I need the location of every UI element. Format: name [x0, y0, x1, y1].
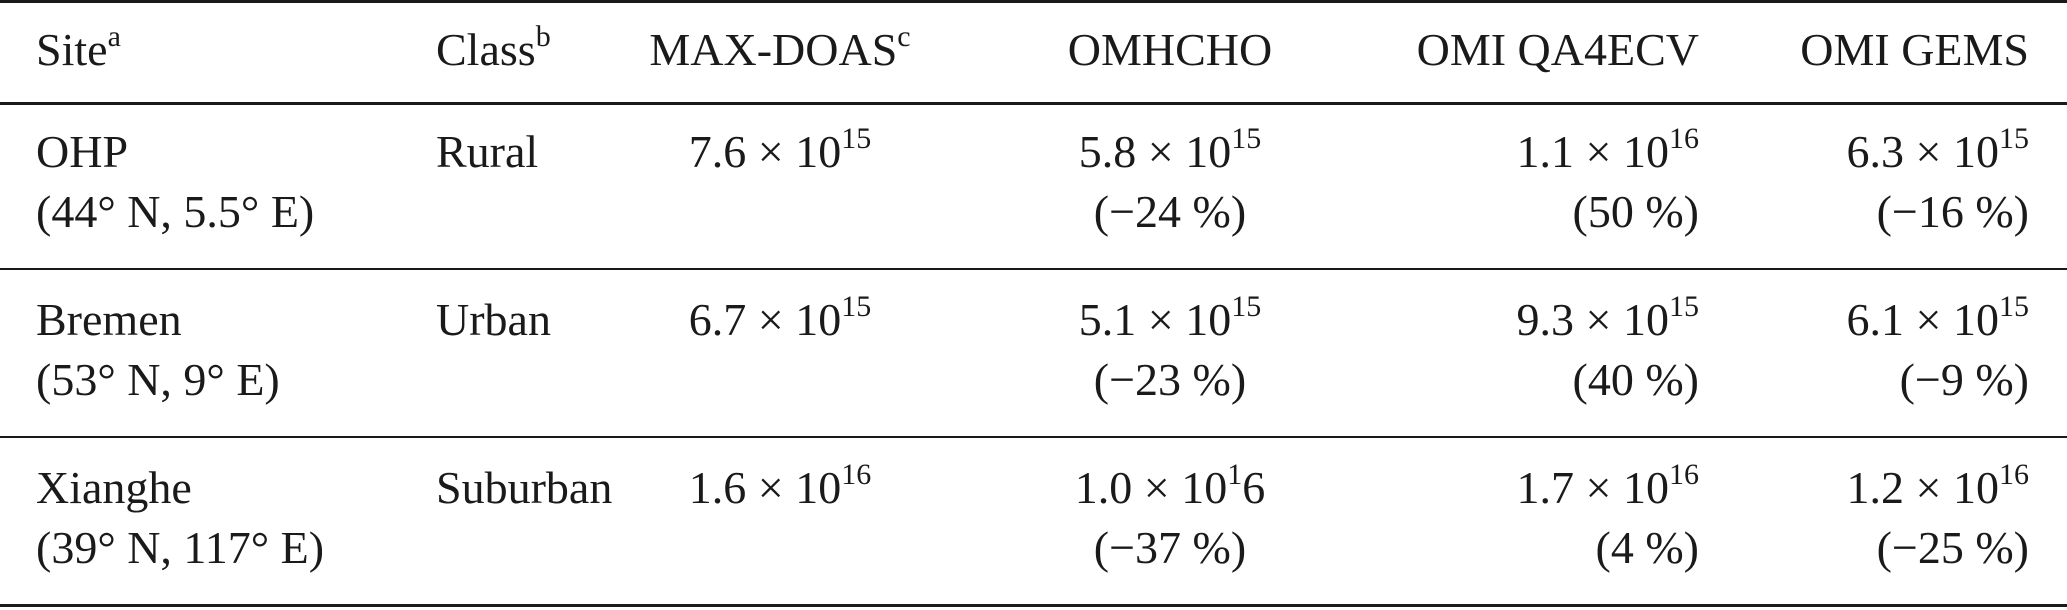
omhcho-value: 1.0 × 1016 (−37 %) — [1040, 458, 1300, 578]
value-exponent: 15 — [1231, 289, 1262, 323]
gems-value: 6.1 × 1015 (−9 %) — [1847, 290, 2029, 410]
site-name: Bremen — [36, 294, 182, 345]
header-class: Classb — [436, 20, 551, 80]
value-percent: (50 %) — [1572, 186, 1699, 237]
top-rule — [0, 0, 2067, 3]
value-exponent: 15 — [1669, 289, 1699, 323]
omhcho-value: 5.8 × 1015 (−24 %) — [1040, 122, 1300, 242]
gems-value: 1.2 × 1016 (−25 %) — [1847, 458, 2029, 578]
value-exponent: 16 — [1999, 457, 2029, 491]
header-class-label: Class — [436, 24, 536, 75]
site-cell: Bremen (53° N, 9° E) — [36, 290, 280, 410]
value-mantissa: 1.0 × 10 — [1074, 462, 1228, 513]
value-mantissa: 6.7 × 10 — [688, 294, 842, 345]
value-percent: (−24 %) — [1093, 186, 1247, 237]
value-mantissa: 7.6 × 10 — [688, 126, 842, 177]
value-tail: 6 — [1242, 462, 1266, 513]
value-exponent: 1 — [1227, 457, 1243, 491]
maxdoas-value: 6.7 × 1015 — [560, 290, 1000, 350]
value-mantissa: 1.1 × 10 — [1516, 126, 1669, 177]
value-mantissa: 6.3 × 10 — [1846, 126, 1999, 177]
maxdoas-value: 1.6 × 1016 — [560, 458, 1000, 518]
site-cell: OHP (44° N, 5.5° E) — [36, 122, 314, 242]
omhcho-value: 5.1 × 1015 (−23 %) — [1040, 290, 1300, 410]
value-mantissa: 1.7 × 10 — [1516, 462, 1669, 513]
value-exponent: 15 — [841, 121, 872, 155]
site-cell: Xianghe (39° N, 117° E) — [36, 458, 324, 578]
qa4ecv-value: 1.1 × 1016 (50 %) — [1517, 122, 1699, 242]
class-cell: Urban — [436, 294, 551, 345]
value-mantissa: 5.8 × 10 — [1078, 126, 1232, 177]
value-exponent: 15 — [1999, 289, 2029, 323]
site-name: OHP — [36, 126, 129, 177]
header-qa4ecv: OMI QA4ECV — [1416, 24, 1699, 75]
value-percent: (40 %) — [1572, 354, 1699, 405]
site-coords: (53° N, 9° E) — [36, 354, 280, 405]
value-mantissa: 1.2 × 10 — [1846, 462, 1999, 513]
row-divider — [0, 436, 2067, 438]
footnote-marker: c — [897, 19, 911, 53]
row-divider — [0, 268, 2067, 270]
value-percent: (−37 %) — [1093, 522, 1247, 573]
class-cell: Rural — [436, 126, 539, 177]
site-name: Xianghe — [36, 462, 192, 513]
value-mantissa: 6.1 × 10 — [1846, 294, 1999, 345]
value-exponent: 15 — [1999, 121, 2029, 155]
value-exponent: 16 — [1669, 457, 1699, 491]
value-percent: (−16 %) — [1876, 186, 2029, 237]
value-exponent: 15 — [841, 289, 872, 323]
header-site: Sitea — [36, 20, 121, 80]
qa4ecv-value: 1.7 × 1016 (4 %) — [1517, 458, 1699, 578]
footnote-marker: b — [535, 19, 551, 53]
site-coords: (44° N, 5.5° E) — [36, 186, 315, 237]
footnote-marker: a — [107, 19, 121, 53]
header-rule — [0, 102, 2067, 105]
value-mantissa: 5.1 × 10 — [1078, 294, 1232, 345]
value-percent: (−9 %) — [1899, 354, 2029, 405]
value-exponent: 16 — [1669, 121, 1699, 155]
value-percent: (4 %) — [1595, 522, 1699, 573]
bottom-rule — [0, 604, 2067, 607]
header-omhcho: OMHCHO — [1067, 24, 1273, 75]
header-maxdoas: MAX-DOASc — [560, 20, 1000, 80]
value-mantissa: 9.3 × 10 — [1516, 294, 1669, 345]
value-exponent: 16 — [841, 457, 872, 491]
value-mantissa: 1.6 × 10 — [688, 462, 842, 513]
qa4ecv-value: 9.3 × 1015 (40 %) — [1517, 290, 1699, 410]
maxdoas-value: 7.6 × 1015 — [560, 122, 1000, 182]
site-coords: (39° N, 117° E) — [36, 522, 325, 573]
header-site-label: Site — [36, 24, 108, 75]
value-exponent: 15 — [1231, 121, 1262, 155]
header-gems: OMI GEMS — [1800, 24, 2029, 75]
class-cell: Suburban — [436, 462, 613, 513]
header-maxdoas-label: MAX-DOAS — [649, 24, 898, 75]
value-percent: (−23 %) — [1093, 354, 1247, 405]
gems-value: 6.3 × 1015 (−16 %) — [1847, 122, 2029, 242]
value-percent: (−25 %) — [1876, 522, 2029, 573]
